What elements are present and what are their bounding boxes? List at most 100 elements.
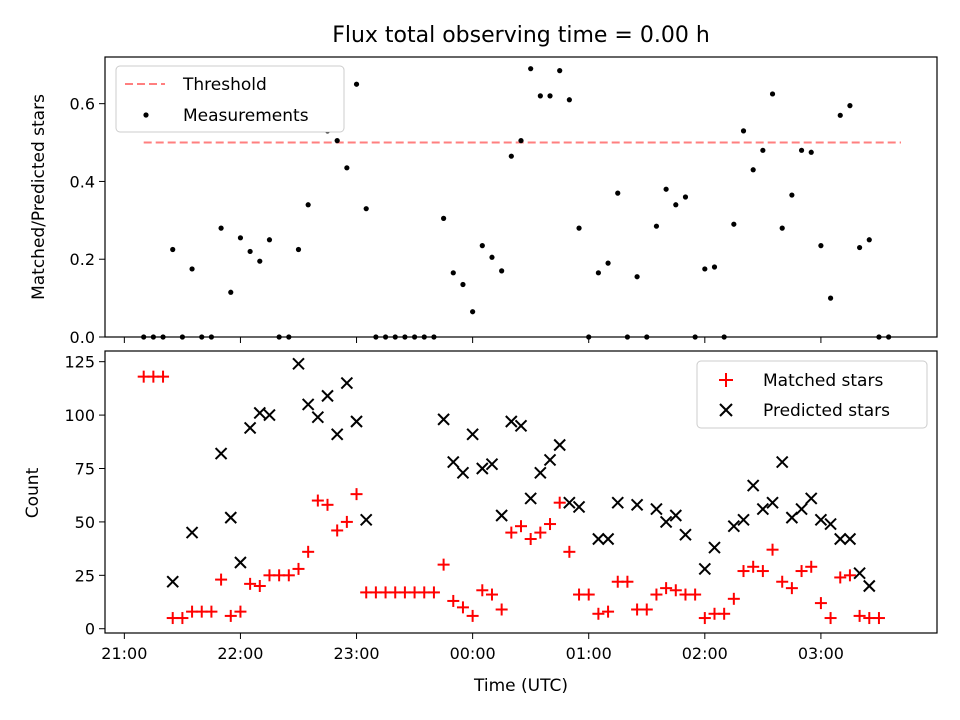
matched-star-point [244, 577, 257, 590]
predicted-star-point [630, 498, 644, 512]
matched-star-point [872, 612, 885, 625]
bottom-x-tick-label: 00:00 [450, 644, 496, 663]
matched-star-point [340, 515, 353, 528]
predicted-star-point [814, 513, 828, 526]
measurement-point [653, 223, 660, 229]
predicted-star-point [805, 492, 818, 505]
matched-star-point [437, 558, 450, 571]
matched-star-point [689, 588, 702, 601]
measurement-point [479, 243, 485, 249]
matched-star-point [582, 588, 595, 601]
predicted-star-point [563, 496, 576, 509]
top-y-tick-label: 0.6 [70, 95, 95, 114]
measurement-point [470, 309, 476, 315]
measurement-point [663, 186, 669, 192]
matched-star-point [331, 524, 344, 537]
predicted-star-point [437, 413, 450, 426]
predicted-star-point [330, 428, 344, 441]
measurement-point [818, 243, 824, 249]
measurement-point [353, 81, 360, 87]
matched-star-point [476, 584, 489, 597]
measurement-point [489, 254, 495, 260]
measurement-point [295, 246, 302, 253]
predicted-star-point [863, 579, 876, 593]
predicted-star-point [360, 513, 373, 526]
top-y-tick-label: 0.0 [70, 328, 95, 347]
predicted-star-point [253, 406, 266, 420]
measurement-point [566, 97, 572, 103]
matched-star-point [718, 607, 731, 620]
predicted-star-point [263, 408, 276, 422]
predicted-star-point [669, 509, 682, 522]
bottom-x-tick-label: 23:00 [333, 644, 379, 663]
top-chart-title: Flux total observing time = 0.00 h [332, 23, 710, 48]
matched-star-point [466, 609, 479, 622]
top-y-tick-label: 0.4 [70, 172, 95, 191]
measurement-point [557, 68, 563, 74]
measurement-point [257, 258, 263, 264]
bottom-y-tick-label: 125 [64, 353, 95, 372]
matched-star-point [456, 601, 469, 614]
measurement-point [760, 147, 766, 153]
measurement-point [460, 281, 466, 288]
predicted-star-point [340, 376, 354, 390]
count-points [137, 357, 885, 625]
matched-star-point [756, 565, 769, 578]
predicted-star-point [601, 532, 615, 546]
predicted-star-point [524, 492, 537, 505]
measurement-point [789, 192, 795, 198]
predicted-star-point [679, 528, 692, 541]
measurement-point [731, 221, 737, 227]
measurement-point [450, 270, 456, 276]
measurement-point [499, 268, 505, 274]
predicted-star-point [611, 496, 624, 509]
matched-star-point [215, 573, 228, 586]
matched-star-point [727, 592, 740, 605]
measurement-point [837, 112, 843, 118]
measurement-points [141, 66, 892, 340]
predicted-star-point [698, 562, 712, 576]
predicted-star-point [224, 511, 237, 524]
bottom-x-tick-label: 01:00 [566, 644, 612, 663]
measurement-point [827, 295, 834, 301]
measurement-point [605, 260, 611, 266]
matched-star-point [321, 498, 334, 511]
matched-star-point [205, 605, 218, 618]
measurement-point [547, 93, 553, 99]
measurement-point [711, 264, 718, 270]
measurement-point [595, 270, 601, 276]
legend-predicted-swatch [719, 403, 733, 417]
predicted-star-point [843, 532, 857, 546]
measurement-point [750, 167, 756, 173]
measurement-point [344, 165, 350, 171]
matched-star-point [669, 584, 682, 597]
measurement-point [237, 235, 244, 241]
measurement-point [857, 244, 863, 251]
matched-star-point [843, 569, 856, 582]
matched-star-point [824, 612, 837, 625]
measurement-point [441, 215, 447, 221]
matched-star-point [698, 612, 711, 625]
measurement-point [673, 202, 679, 208]
measurement-point [866, 237, 872, 243]
bottom-legend: Matched stars Predicted stars [696, 360, 928, 429]
bottom-axis-ticks: 0 25 50 75 100 125 21:00 22:00 23:00 00:00 01:00 02… [64, 353, 844, 663]
matched-star-point [176, 612, 189, 625]
bottom-plot-frame [104, 350, 938, 634]
predicted-star-point [766, 496, 779, 509]
bottom-y-tick-label: 25 [75, 566, 95, 585]
matched-star-point [311, 494, 324, 507]
predicted-star-point [553, 438, 566, 452]
matched-star-point [534, 526, 547, 539]
matched-star-point [602, 605, 615, 618]
predicted-star-point [447, 455, 460, 469]
matched-star-point [292, 562, 305, 575]
bottom-y-tick-label: 50 [75, 513, 95, 532]
matched-star-point [785, 582, 798, 595]
top-legend: Threshold Measurements [115, 65, 345, 133]
matched-star-point [515, 520, 527, 533]
predicted-star-point [476, 462, 489, 475]
top-axis-ticks: 0.0 0.2 0.4 0.6 [70, 95, 822, 347]
matched-star-point [660, 582, 673, 595]
